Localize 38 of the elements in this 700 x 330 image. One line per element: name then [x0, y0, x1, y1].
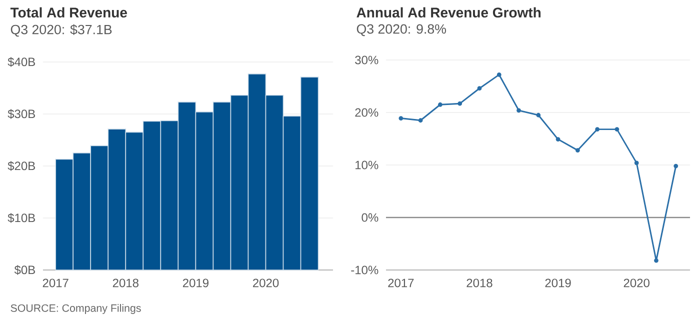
- point: [536, 112, 541, 118]
- point: [477, 86, 482, 91]
- y-tick-label: $20B: [8, 161, 35, 171]
- chart-subtitle: Q3 2020: $37.1B: [10, 24, 112, 37]
- x-tick-label: 2018: [466, 278, 492, 288]
- source-note: SOURCE: Company Filings: [10, 304, 141, 314]
- y-tick-label: 10%: [356, 160, 378, 170]
- point: [458, 101, 462, 106]
- point: [556, 137, 560, 142]
- point: [614, 127, 620, 132]
- y-tick-label: $30B: [8, 109, 35, 119]
- y-tick-label: 20%: [355, 108, 378, 117]
- x-tick-label: 2019: [545, 278, 571, 288]
- y-tick-label: $10B: [8, 213, 35, 223]
- point: [398, 116, 404, 120]
- point: [654, 258, 658, 263]
- chart-title: Total Ad Revenue: [10, 7, 127, 18]
- y-tick-label: -10%: [351, 266, 378, 274]
- chart-subtitle: Q3 2020: 9.8%: [356, 24, 446, 36]
- x-tick-label: 2019: [182, 278, 208, 288]
- y-tick-label: 30%: [355, 56, 378, 64]
- point: [516, 108, 521, 113]
- point: [496, 72, 502, 77]
- x-tick-label: 2020: [624, 278, 650, 288]
- x-tick-label: 2018: [112, 278, 138, 288]
- x-tick-label: 2020: [253, 278, 279, 288]
- y-tick-label: 0%: [362, 213, 378, 222]
- y-tick-label: $40B: [8, 57, 35, 67]
- point: [438, 102, 442, 107]
- y-tick-label: $0B: [14, 265, 35, 275]
- x-tick-label: 2017: [388, 278, 414, 288]
- point: [575, 148, 580, 153]
- point: [674, 164, 678, 168]
- point: [418, 118, 423, 123]
- x-tick-label: 2017: [42, 278, 68, 288]
- point: [634, 160, 639, 166]
- point: [595, 127, 600, 132]
- chart-title: Annual Ad Revenue Growth: [356, 7, 541, 18]
